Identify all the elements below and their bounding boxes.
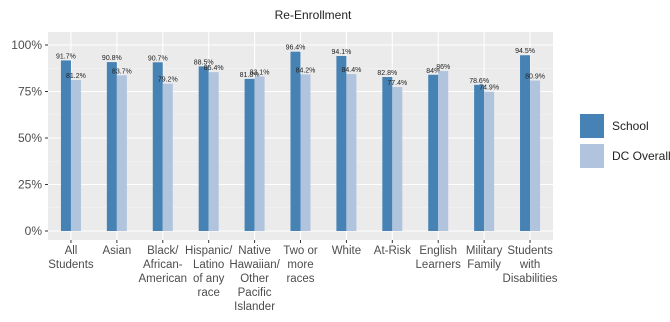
- bar-school: [520, 55, 531, 232]
- x-tick-label: Native Hawaiian/Other Pacific Islander: [229, 245, 280, 313]
- bar-dc-overall: [254, 76, 265, 232]
- bar-dc-overall: [70, 79, 81, 231]
- bar-dc-overall: [438, 71, 449, 231]
- data-label: 94.5%: [515, 48, 535, 55]
- bar-dc-overall: [530, 80, 541, 231]
- data-label: 91.7%: [56, 53, 76, 60]
- data-label: 84.4%: [341, 67, 361, 74]
- bar-school: [244, 78, 255, 232]
- data-label: 74.9%: [479, 85, 499, 92]
- x-tick-label: All Students: [48, 245, 94, 271]
- bar-school: [474, 84, 485, 231]
- x-axis: All Students Asian Black/African-AmericanHi…: [48, 240, 558, 313]
- data-label: 86%: [436, 64, 450, 71]
- bar-school: [428, 74, 439, 231]
- y-tick-label: 50%: [18, 131, 42, 145]
- data-label: 81.8%: [240, 72, 260, 79]
- y-tick-label: 100%: [11, 38, 42, 52]
- bars: 91.7% 81.2% 90.8% 83.7% 90.7% 79.2% 88.5%85.4%…: [56, 45, 545, 232]
- bar-school: [152, 62, 163, 231]
- bar-dc-overall: [208, 72, 219, 231]
- legend-key-school: [580, 114, 604, 138]
- bar-dc-overall: [484, 91, 495, 231]
- x-tick-label: Asian: [102, 245, 131, 257]
- y-tick-label: 25%: [18, 178, 42, 192]
- bar-school: [60, 60, 71, 231]
- bar-school: [290, 51, 301, 231]
- y-axis: 0% 25% 50% 75% 100%: [11, 38, 48, 238]
- data-label: 83.1%: [250, 69, 270, 76]
- data-label: 81.2%: [66, 73, 86, 80]
- data-label: 84.2%: [296, 67, 316, 74]
- data-label: 79.2%: [158, 77, 178, 84]
- data-label: 78.6%: [469, 78, 489, 85]
- y-tick-label: 75%: [18, 85, 42, 99]
- bar-school: [336, 55, 347, 231]
- data-label: 90.7%: [148, 55, 168, 62]
- x-tick-label: Students with Disabilities: [503, 245, 558, 285]
- x-tick-label: At-Risk: [374, 245, 411, 257]
- bar-dc-overall: [392, 87, 403, 231]
- x-tick-label: English Learners: [416, 245, 462, 271]
- data-label: 82.8%: [377, 70, 397, 77]
- bar-school: [382, 76, 393, 231]
- chart-title: Re-Enrollment: [275, 8, 352, 22]
- data-label: 80.9%: [525, 74, 545, 81]
- data-label: 96.4%: [286, 45, 306, 52]
- data-label: 90.8%: [102, 55, 122, 62]
- x-tick-label: Military Family: [466, 245, 503, 271]
- bar-dc-overall: [300, 74, 311, 231]
- bar-dc-overall: [346, 74, 357, 232]
- x-tick-label: Black/African-American: [138, 245, 187, 285]
- legend-label: School: [612, 119, 649, 133]
- data-label: 77.4%: [387, 80, 407, 87]
- bar-dc-overall: [116, 75, 127, 232]
- legend: School DC Overall: [580, 114, 670, 168]
- legend-label: DC Overall: [612, 149, 670, 163]
- bar-school: [198, 66, 209, 231]
- y-tick-label: 0%: [25, 224, 43, 238]
- x-tick-label: Two or more races: [283, 245, 318, 285]
- legend-key-dc-overall: [580, 144, 604, 168]
- data-label: 83.7%: [112, 68, 132, 75]
- data-label: 84%: [426, 68, 440, 75]
- data-label: 94.1%: [331, 49, 351, 56]
- bar-school: [106, 62, 117, 231]
- bar-dc-overall: [162, 83, 173, 231]
- x-tick-label: Hispanic/Latino of any race: [185, 245, 233, 299]
- x-tick-label: White: [332, 245, 361, 257]
- data-label: 85.4%: [204, 65, 224, 72]
- data-label: 88.5%: [194, 59, 214, 66]
